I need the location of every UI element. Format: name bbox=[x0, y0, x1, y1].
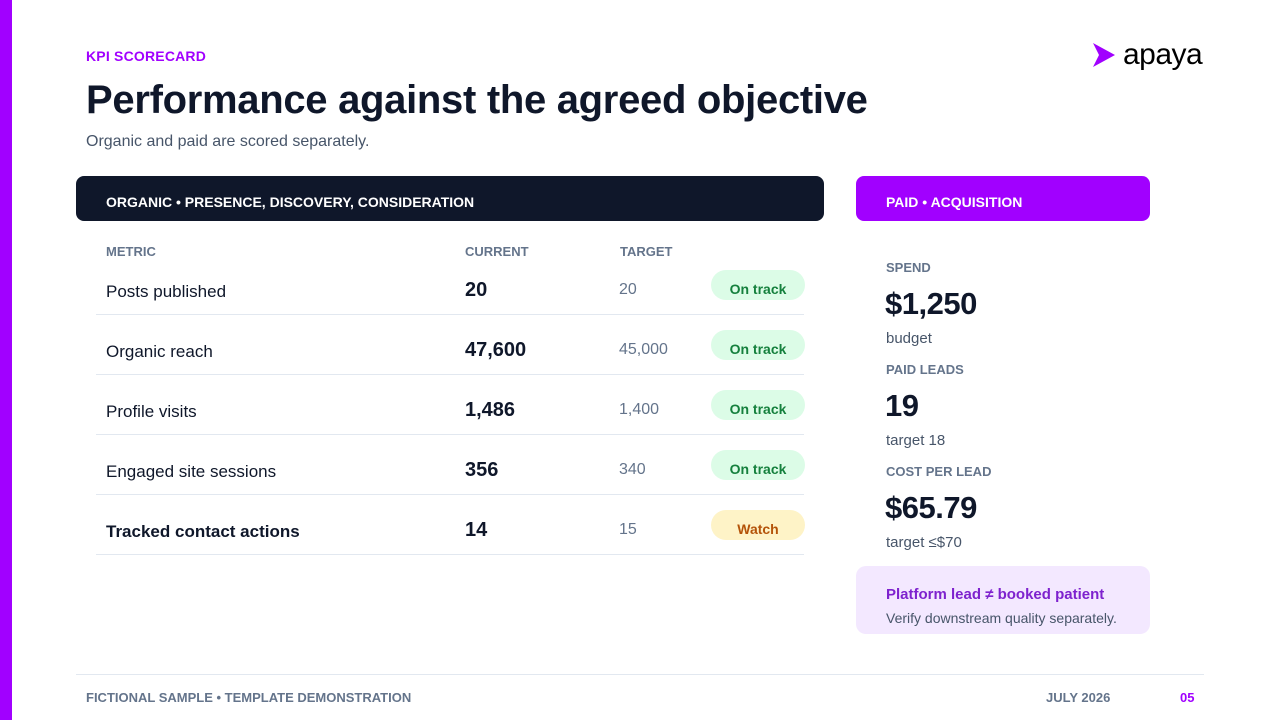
table-row: Posts published 20 20 On track bbox=[96, 255, 805, 315]
spend-label: SPEND bbox=[886, 260, 931, 275]
callout-text: Verify downstream quality separately. bbox=[886, 610, 1117, 626]
cost-per-lead-note: target ≤$70 bbox=[886, 534, 962, 551]
spend-value: $1,250 bbox=[885, 286, 977, 321]
page-subtitle: Organic and paid are scored separately. bbox=[86, 133, 370, 150]
status-badge: On track bbox=[711, 330, 805, 360]
paid-leads-label: PAID LEADS bbox=[886, 362, 964, 377]
footer-divider bbox=[76, 674, 1204, 675]
status-badge: On track bbox=[711, 270, 805, 300]
footer-note: FICTIONAL SAMPLE • TEMPLATE DEMONSTRATIO… bbox=[86, 690, 412, 705]
table-row: Engaged site sessions 356 340 On track bbox=[96, 435, 805, 495]
paid-leads-value: 19 bbox=[885, 388, 919, 423]
column-header-metric: METRIC bbox=[106, 244, 156, 259]
status-badge: Watch bbox=[711, 510, 805, 540]
logo-wordmark: apaya bbox=[1123, 38, 1203, 71]
current-value: 47,600 bbox=[465, 339, 527, 361]
column-header-current: CURRENT bbox=[465, 244, 529, 259]
arrow-chevron-icon bbox=[1091, 41, 1117, 69]
target-value: 15 bbox=[619, 521, 637, 538]
metric-name: Organic reach bbox=[106, 342, 213, 361]
spend-note: budget bbox=[886, 330, 932, 347]
metric-name: Profile visits bbox=[106, 402, 197, 421]
target-value: 45,000 bbox=[619, 341, 668, 358]
status-badge: On track bbox=[711, 390, 805, 420]
callout-title: Platform lead ≠ booked patient bbox=[886, 586, 1105, 603]
paid-leads-note: target 18 bbox=[886, 432, 946, 449]
cost-per-lead-value: $65.79 bbox=[885, 490, 977, 525]
metric-name: Posts published bbox=[106, 282, 227, 301]
eyebrow-label: KPI SCORECARD bbox=[86, 48, 207, 64]
footer-date: JULY 2026 bbox=[1046, 690, 1111, 705]
table-row: Organic reach 47,600 45,000 On track bbox=[96, 315, 805, 375]
accent-bar bbox=[0, 0, 12, 720]
metric-name: Tracked contact actions bbox=[106, 522, 300, 541]
target-value: 20 bbox=[619, 281, 637, 298]
table-row: Tracked contact actions 14 15 Watch bbox=[96, 495, 805, 555]
organic-panel-header: ORGANIC • PRESENCE, DISCOVERY, CONSIDERA… bbox=[76, 176, 824, 221]
column-header-target: TARGET bbox=[620, 244, 673, 259]
table-row: Profile visits 1,486 1,400 On track bbox=[96, 375, 805, 435]
target-value: 340 bbox=[619, 461, 646, 478]
cost-per-lead-label: COST PER LEAD bbox=[886, 464, 992, 479]
status-badge: On track bbox=[711, 450, 805, 480]
current-value: 1,486 bbox=[465, 399, 516, 421]
current-value: 356 bbox=[465, 459, 499, 481]
paid-panel-header: PAID • ACQUISITION bbox=[856, 176, 1150, 221]
kpi-table: Posts published 20 20 On track Organic r… bbox=[96, 255, 805, 555]
target-value: 1,400 bbox=[619, 401, 660, 418]
metric-name: Engaged site sessions bbox=[106, 462, 277, 481]
current-value: 20 bbox=[465, 279, 488, 301]
apaya-logo: apaya bbox=[1091, 38, 1203, 71]
callout-box: Platform lead ≠ booked patient Verify do… bbox=[856, 566, 1150, 634]
page-title: Performance against the agreed objective bbox=[86, 78, 868, 122]
current-value: 14 bbox=[465, 519, 488, 541]
page-number: 05 bbox=[1180, 690, 1195, 705]
